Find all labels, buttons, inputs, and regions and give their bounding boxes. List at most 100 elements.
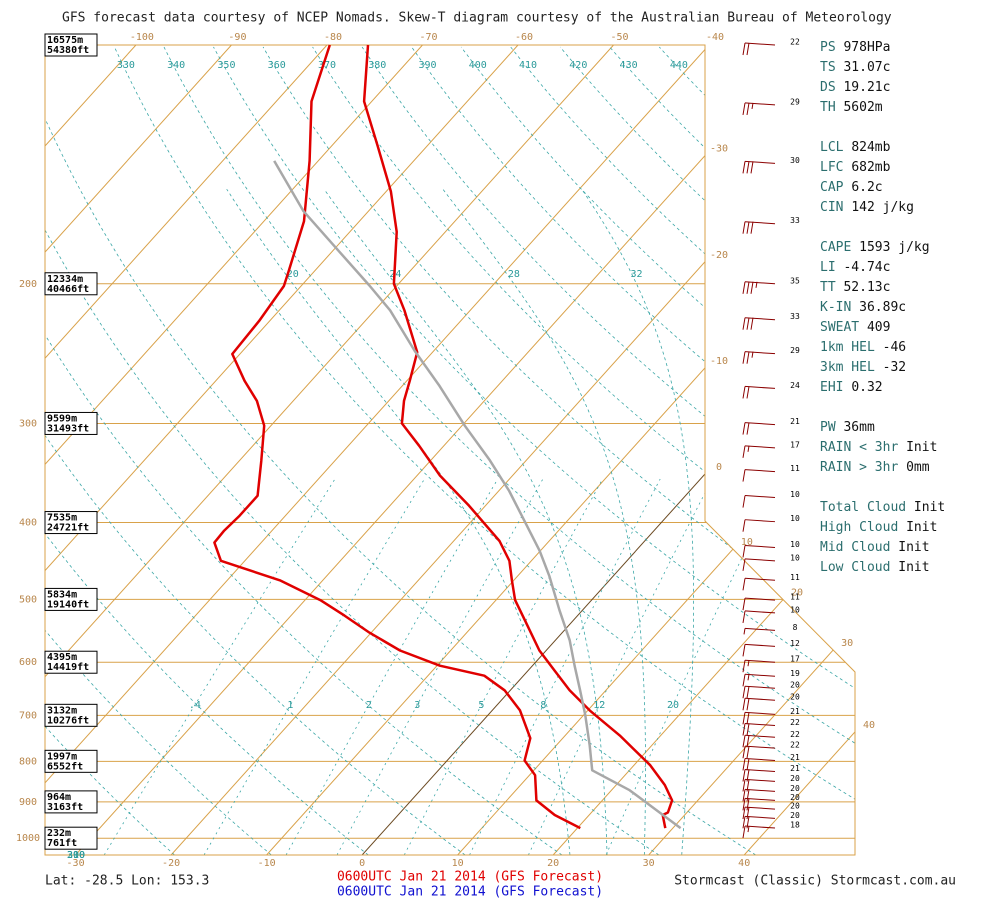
wind-speed: 20 <box>790 811 800 820</box>
stat-key: High Cloud <box>820 520 898 535</box>
barb-staff <box>744 797 776 801</box>
mixing-ratio-label: .4 <box>189 700 201 711</box>
wind-speed: 22 <box>790 718 800 727</box>
pressure-label: 700 <box>19 710 37 721</box>
top-tick-label: -40 <box>706 32 724 43</box>
barb-staff <box>744 519 776 523</box>
isotherm <box>45 45 328 855</box>
barb-flag <box>746 798 750 811</box>
dry-adiabat <box>559 46 855 855</box>
right-tick-label: 40 <box>863 720 875 731</box>
wind-speed: 11 <box>790 464 800 473</box>
isotherm <box>648 45 855 855</box>
barb-staff <box>744 643 776 647</box>
wind-speed: 10 <box>790 553 800 562</box>
barb-flag <box>746 758 750 771</box>
barb-flag <box>742 723 746 736</box>
height-ft: 54380ft <box>47 45 89 56</box>
stat-key: 1km HEL <box>820 340 875 355</box>
barb-staff <box>744 697 776 701</box>
wind-speed: 19 <box>790 669 800 678</box>
wind-speed: 10 <box>790 540 800 549</box>
stat-row: DS 19.21c <box>820 80 890 95</box>
wind-barb <box>742 711 776 725</box>
theta-label: 360 <box>268 60 286 71</box>
wind-barb <box>742 519 776 532</box>
barb-staff <box>744 711 776 715</box>
isotherm <box>45 45 519 855</box>
barb-staff <box>744 627 776 631</box>
barb-flag <box>746 712 750 725</box>
stat-key: Low Cloud <box>820 560 890 575</box>
wind-barb <box>742 597 776 611</box>
pressure-label: 200 <box>19 279 37 290</box>
wind-barb <box>742 351 776 364</box>
run-label-red: 0600UTC Jan 21 2014 (GFS Forecast) <box>337 870 603 885</box>
x-tick-label: 0 <box>359 858 365 869</box>
wind-barb <box>742 281 776 294</box>
wind-barb <box>742 685 776 699</box>
pressure-label: 500 <box>19 594 37 605</box>
pressure-label: 600 <box>19 657 37 668</box>
isotherm <box>45 45 710 855</box>
stat-row: LCL 824mb <box>820 140 891 155</box>
barb-flag <box>742 735 746 748</box>
height-m: 3132m <box>47 705 77 716</box>
dry-adiabat <box>361 46 855 855</box>
x-tick-label: -30 <box>67 858 85 869</box>
dry-adiabat <box>163 46 855 855</box>
stat-row: RAIN < 3hr Init <box>820 440 937 455</box>
barb-flag <box>742 317 746 330</box>
barb-staff <box>744 745 776 749</box>
barb-staff <box>744 495 776 499</box>
barb-flag <box>742 42 746 56</box>
height-box <box>44 749 98 773</box>
barb-staff <box>744 558 776 562</box>
barb-staff <box>744 815 776 819</box>
wind-speed: 21 <box>790 753 800 762</box>
height-ft: 761ft <box>47 838 77 849</box>
height-box <box>44 33 98 57</box>
barb-staff <box>744 685 776 689</box>
barb-staff <box>744 102 776 106</box>
mixing-ratio-line <box>403 478 603 855</box>
barb-staff <box>744 659 776 663</box>
mixing-ratio-label: 20 <box>667 700 679 711</box>
theta-label: 330 <box>117 60 135 71</box>
barb-flag <box>742 558 746 571</box>
wind-barb <box>742 673 776 687</box>
wind-barb <box>743 627 776 635</box>
stat-key: Total Cloud <box>820 500 906 515</box>
barb-half <box>747 825 750 833</box>
stat-value: 1593 j/kg <box>859 240 929 255</box>
mixing-ratio-label: 12 <box>593 700 605 711</box>
top-tick-label: -50 <box>610 32 628 43</box>
barb-flag <box>742 779 746 792</box>
right-tick-label: 20 <box>791 588 803 599</box>
wind-speed: 24 <box>790 381 800 390</box>
height-ft: 24721ft <box>47 523 89 534</box>
stat-value: 19.21c <box>843 80 890 95</box>
stat-key: CAP <box>820 180 844 195</box>
stat-key: 3km HEL <box>820 360 875 375</box>
barb-flag <box>742 825 746 839</box>
dry-adiabat <box>45 46 660 855</box>
stat-value: 824mb <box>851 140 890 155</box>
wind-barb <box>742 745 776 759</box>
pressure-label: 300 <box>19 418 37 429</box>
barb-flag <box>742 807 746 820</box>
barb-flag <box>742 816 746 829</box>
header: GFS forecast data courtesy of NCEP Nomad… <box>62 11 892 26</box>
barb-flag <box>742 644 746 657</box>
wind-speed: 20 <box>790 802 800 811</box>
stat-key: LFC <box>820 160 843 175</box>
barb-flag <box>742 698 746 711</box>
theta-label: 310 <box>67 850 85 861</box>
height-ft: 3163ft <box>47 802 83 813</box>
wind-barb <box>742 469 776 482</box>
wind-speed: 33 <box>790 312 800 321</box>
barb-flag <box>742 769 746 782</box>
stat-row: Total Cloud Init <box>820 500 945 515</box>
barb-staff <box>744 422 776 426</box>
